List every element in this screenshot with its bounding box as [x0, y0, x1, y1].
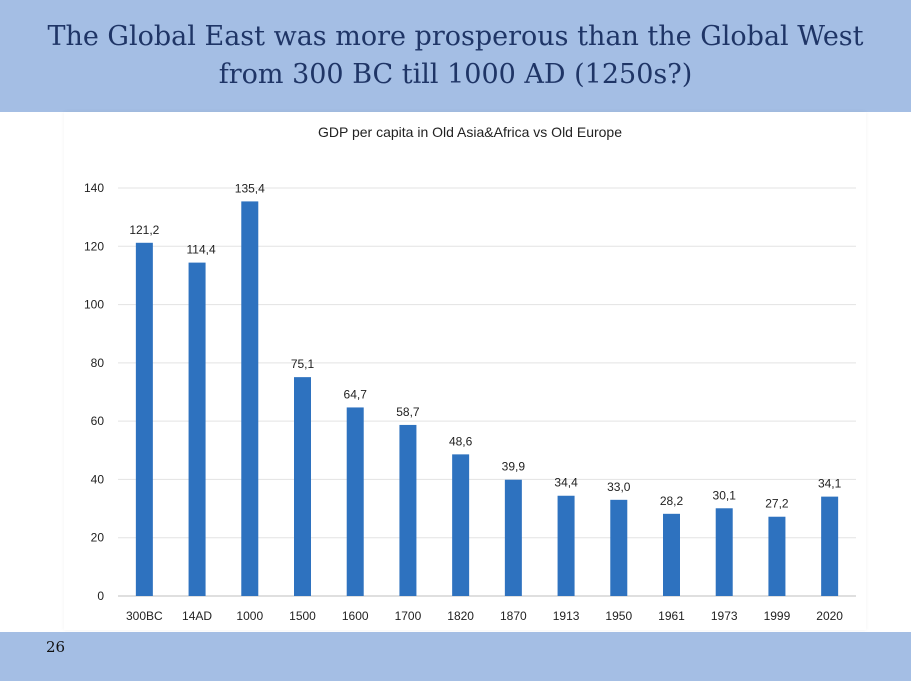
bar: [188, 262, 206, 596]
x-tick-label: 300BC: [126, 609, 163, 623]
bar: [610, 499, 628, 596]
page-number: 26: [46, 638, 66, 656]
x-tick-label: 1950: [605, 609, 632, 623]
y-tick-label: 120: [84, 239, 104, 253]
x-tick-label: 1913: [553, 609, 580, 623]
data-label: 121,2: [129, 223, 159, 237]
bar: [504, 479, 522, 596]
x-tick-label: 1961: [658, 609, 685, 623]
y-tick-label: 80: [91, 356, 105, 370]
y-tick-label: 100: [84, 298, 104, 312]
bar-chart: GDP per capita in Old Asia&Africa vs Old…: [84, 124, 856, 623]
bar: [768, 516, 786, 596]
data-label: 34,4: [554, 476, 578, 490]
slide-title-line-2: from 300 BC till 1000 AD (1250s?): [218, 59, 693, 90]
x-tick-label: 1870: [500, 609, 527, 623]
bar: [715, 508, 733, 596]
y-tick-label: 140: [84, 181, 104, 195]
data-label: 135,4: [235, 181, 265, 195]
bar: [294, 377, 311, 596]
data-label: 64,7: [344, 387, 368, 401]
x-tick-label: 1000: [236, 609, 263, 623]
bar: [663, 513, 680, 596]
y-tick-label: 0: [97, 589, 104, 603]
x-tick-label: 1700: [395, 609, 422, 623]
bar: [557, 495, 575, 596]
data-label: 28,2: [660, 494, 684, 508]
data-label: 33,0: [607, 480, 631, 494]
data-label: 30,1: [713, 488, 737, 502]
y-tick-label: 60: [91, 414, 105, 428]
data-label: 34,1: [818, 477, 842, 491]
y-tick-label: 40: [91, 472, 105, 486]
data-label: 39,9: [502, 460, 526, 474]
data-label: 27,2: [765, 497, 789, 511]
x-tick-label: 1999: [764, 609, 791, 623]
bar: [821, 496, 839, 596]
slide-footer: [0, 632, 911, 681]
bar: [135, 242, 153, 596]
x-tick-label: 1973: [711, 609, 738, 623]
data-label: 75,1: [291, 357, 315, 371]
y-tick-label: 20: [91, 531, 105, 545]
chart-title: GDP per capita in Old Asia&Africa vs Old…: [318, 124, 622, 140]
data-label: 114,4: [187, 243, 216, 257]
chart-panel: GDP per capita in Old Asia&Africa vs Old…: [64, 112, 866, 630]
bar: [241, 201, 259, 597]
slide-title-line-1: The Global East was more prosperous than…: [47, 21, 864, 52]
x-tick-label: 1600: [342, 609, 369, 623]
x-tick-label: 1820: [447, 609, 474, 623]
x-tick-label: 14AD: [182, 609, 212, 623]
x-tick-label: 1500: [289, 609, 316, 623]
data-label: 58,7: [396, 405, 420, 419]
slide-header: The Global East was more prosperous than…: [0, 0, 911, 112]
data-label: 48,6: [449, 434, 473, 448]
bar: [346, 407, 364, 596]
bar: [452, 454, 470, 596]
x-tick-label: 2020: [816, 609, 843, 623]
bar: [399, 424, 417, 596]
